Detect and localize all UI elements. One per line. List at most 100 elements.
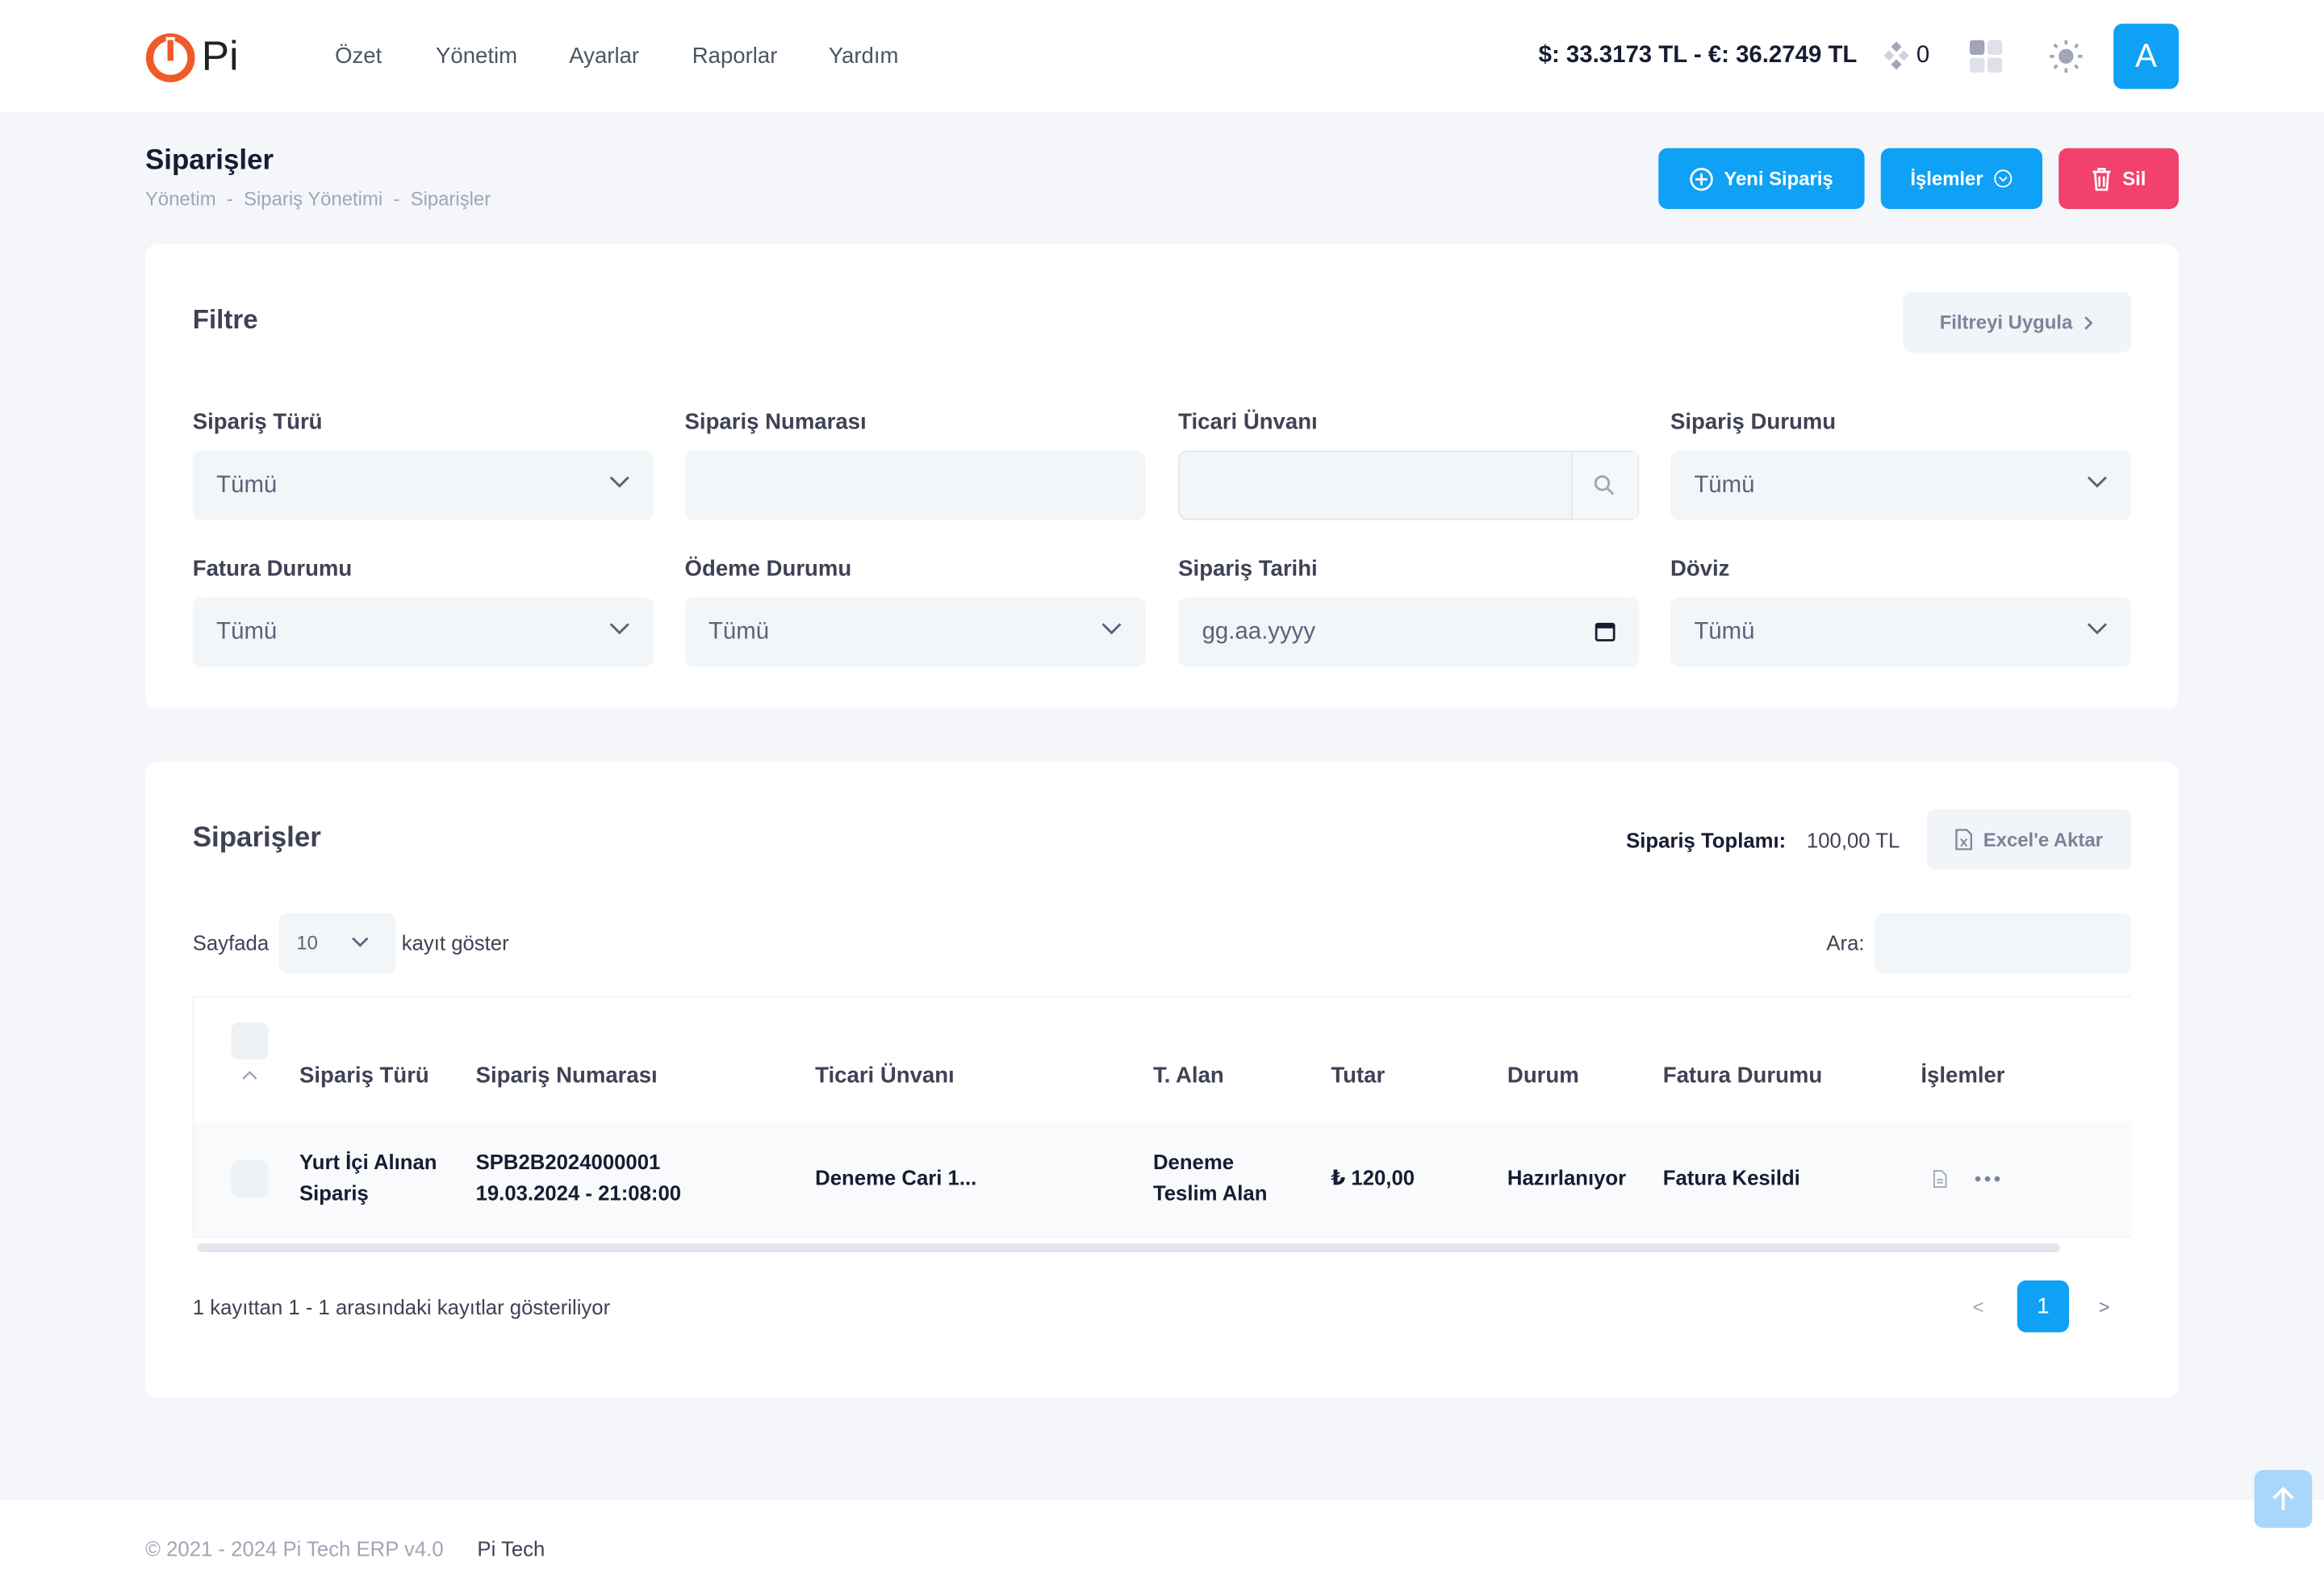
field-label: Sipariş Numarası (684, 409, 867, 436)
field-label: Sipariş Durumu (1670, 409, 1837, 436)
chevron (2087, 476, 2107, 488)
filter-title: Filtre (192, 304, 258, 335)
field-label: Fatura Durumu (192, 556, 353, 582)
view-icon[interactable] (1933, 1169, 1947, 1189)
search-input[interactable] (1875, 913, 2132, 974)
field-value: Tümü (708, 618, 770, 645)
next-page[interactable]: > (2098, 1296, 2110, 1318)
cell-number: SPB2B2024000001 (475, 1150, 661, 1174)
new-order-button[interactable]: Yeni Sipariş (1658, 148, 1865, 209)
column-header: Fatura Durumu (1662, 1063, 1823, 1089)
field-input[interactable]: gg.aa.yyyy (1178, 597, 1640, 667)
column-header: Durum (1507, 1063, 1579, 1089)
logo-text: Pi (201, 32, 239, 79)
field-label: Döviz (1670, 556, 1730, 582)
page-title: Siparişler (144, 144, 274, 177)
cell-company: Deneme Cari 1... (815, 1165, 977, 1189)
field-label: Ticari Ünvanı (1178, 409, 1318, 436)
apply-filter-button[interactable]: Filtreyi Uygula (1903, 291, 2132, 353)
scrollbar[interactable] (197, 1243, 2061, 1253)
cell-type: Yurt İçi Alınan Sipariş (299, 1150, 437, 1205)
cell-date: 19.03.2024 - 21:08:00 (475, 1180, 682, 1205)
field-value: gg.aa.yyyy (1202, 618, 1316, 645)
chevron (609, 476, 629, 488)
total-label: Sipariş Toplamı: (1626, 828, 1787, 853)
field-value: Tümü (216, 471, 278, 498)
scroll-top-button[interactable] (2254, 1470, 2313, 1528)
field-label: Sipariş Tarihi (1178, 556, 1318, 582)
select-all-checkbox[interactable] (231, 1022, 269, 1060)
field-input[interactable] (1178, 450, 1640, 520)
page-button[interactable]: 1 (2017, 1280, 2070, 1333)
chevron (2087, 623, 2107, 635)
export-button[interactable]: Excel'e Aktar (1926, 808, 2132, 871)
field-input[interactable]: Tümü (192, 597, 654, 667)
actions-button[interactable]: İşlemler (1880, 148, 2042, 209)
length-select[interactable]: 10 (278, 913, 396, 974)
search-icon (1594, 475, 1615, 495)
table (192, 996, 2132, 1238)
nav-item[interactable]: Ayarlar (569, 44, 640, 69)
orders-title: Siparişler (192, 822, 321, 854)
search-addon[interactable] (1570, 452, 1638, 519)
cell-receiver: Deneme Teslim Alan (1152, 1150, 1268, 1205)
top-bar (0, 0, 2324, 113)
column-header: İşlemler (1921, 1063, 2005, 1089)
button-label: Yeni Sipariş (1724, 167, 1833, 190)
field-label: Sipariş Türü (192, 409, 323, 436)
more-icon[interactable] (1974, 1176, 2000, 1183)
table-row (194, 1122, 2132, 1236)
field-value: Tümü (1694, 618, 1755, 645)
delete-button[interactable]: Sil (2059, 148, 2179, 209)
chevron (609, 623, 629, 635)
footer-company: Pi Tech (477, 1536, 545, 1561)
nav-item[interactable]: Raporlar (692, 44, 778, 69)
notification-count: 0 (1916, 43, 1930, 69)
nav-item[interactable]: Yardım (828, 44, 899, 69)
theme-icon[interactable] (2050, 40, 2083, 73)
column-header: Ticari Ünvanı (815, 1063, 955, 1089)
button-label: Excel'e Aktar (1983, 828, 2103, 851)
exchange-rates: $: 33.3173 TL - €: 36.2749 TL (1538, 43, 1858, 69)
prev-page[interactable]: < (1972, 1296, 1984, 1318)
button-label: Sil (2122, 167, 2146, 190)
cell-status: Hazırlanıyor (1507, 1165, 1627, 1189)
search-label: Ara: (1826, 930, 1865, 955)
logo-icon (145, 33, 195, 82)
field-input[interactable]: Tümü (1670, 450, 2132, 520)
field-value: Tümü (1694, 471, 1755, 498)
footer (0, 1499, 2324, 1596)
calendar-icon[interactable] (1595, 621, 1616, 642)
row-checkbox[interactable] (231, 1160, 269, 1198)
nav-item[interactable]: Yönetim (435, 44, 518, 69)
nav-item[interactable]: Özet (335, 44, 382, 69)
length-suffix: kayıt göster (401, 930, 509, 955)
cell-amount: ₺ 120,00 (1331, 1165, 1415, 1189)
field-input[interactable]: Tümü (1670, 597, 2132, 667)
field-input[interactable] (684, 450, 1146, 520)
column-header: Tutar (1331, 1063, 1386, 1089)
table-info: 1 kayıttan 1 - 1 arasındaki kayıtlar gös… (192, 1295, 611, 1319)
apps-icon[interactable] (1969, 40, 2003, 73)
field-input[interactable]: Tümü (684, 597, 1146, 667)
field-value: Tümü (216, 618, 278, 645)
length-label: Sayfada (192, 930, 270, 955)
orders-card (144, 762, 2179, 1398)
button-label: Filtreyi Uygula (1939, 311, 2073, 334)
breadcrumb: Yönetim - Sipariş Yönetimi - Siparişler (144, 187, 491, 210)
field-label: Ödeme Durumu (684, 556, 852, 582)
button-label: İşlemler (1910, 167, 1983, 190)
copyright: © 2021 - 2024 Pi Tech ERP v4.0 (144, 1536, 444, 1561)
column-header: Sipariş Numarası (475, 1063, 658, 1089)
avatar[interactable]: A (2113, 23, 2179, 90)
chevron (1101, 623, 1122, 635)
column-header: Sipariş Türü (299, 1063, 429, 1089)
sort-icon[interactable] (241, 1070, 257, 1080)
column-header: T. Alan (1152, 1063, 1224, 1089)
notification-icon[interactable] (1883, 41, 1910, 71)
field-input[interactable]: Tümü (192, 450, 654, 520)
cell-invoice: Fatura Kesildi (1662, 1165, 1800, 1189)
